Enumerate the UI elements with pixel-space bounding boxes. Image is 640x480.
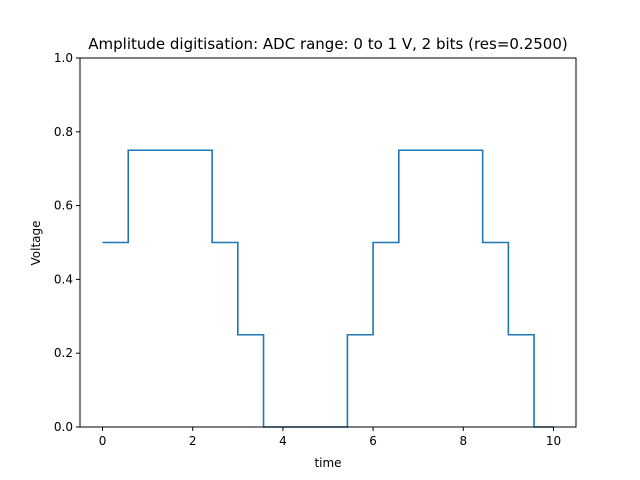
x-axis-label: time [314,456,341,470]
x-tick-label: 6 [369,434,377,448]
series-line [102,149,554,428]
y-tick-label: 1.0 [54,51,73,65]
y-axis: 0.0 0.2 0.4 0.6 0.8 1.0 [54,51,80,434]
axes-frame [79,57,577,428]
plot-area [102,149,554,428]
x-tick-label: 4 [279,434,287,448]
x-tick-label: 10 [546,434,561,448]
y-axis-label: Voltage [29,220,43,265]
chart-title: Amplitude digitisation: ADC range: 0 to … [88,35,567,53]
x-tick-label: 8 [459,434,467,448]
y-tick-label: 0.0 [54,420,73,434]
x-tick-label: 2 [189,434,197,448]
x-axis: 0 2 4 6 8 10 [99,427,561,448]
y-tick-label: 0.8 [54,125,73,139]
x-tick-label: 0 [99,434,107,448]
y-tick-label: 0.2 [54,346,73,360]
y-tick-label: 0.4 [54,272,73,286]
y-tick-label: 0.6 [54,199,73,213]
